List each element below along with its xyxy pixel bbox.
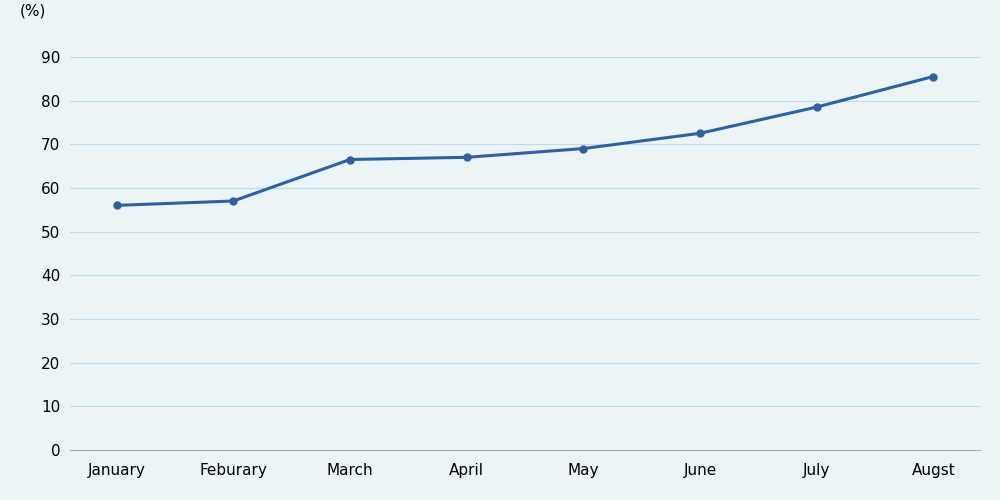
- Text: (%): (%): [20, 4, 46, 18]
